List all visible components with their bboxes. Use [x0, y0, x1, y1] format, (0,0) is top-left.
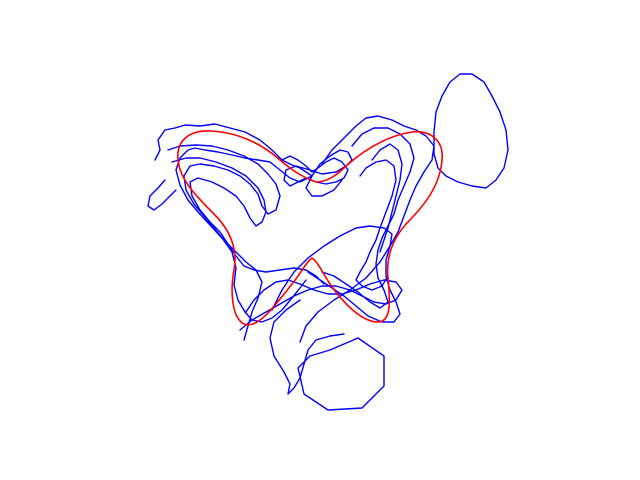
blue-trajectory-left-outer	[154, 123, 313, 323]
blue-trajectory-right-outer	[307, 115, 435, 323]
blue-trajectory-bottom-loop	[269, 299, 345, 395]
red-reference-curve	[177, 130, 443, 326]
blue-trajectory-left-loop	[171, 157, 325, 285]
blue-trajectory-left-bump	[147, 179, 177, 211]
blue-trajectory-left-inner	[167, 144, 281, 341]
blue-trajectory-lower-tangle	[239, 279, 403, 331]
blue-trajectory-right-inner	[321, 127, 415, 309]
blue-trajectory-bottom-polygon	[297, 337, 385, 411]
blue-trajectories	[147, 73, 509, 411]
blue-trajectory-right-streaks-2	[371, 143, 403, 253]
blue-trajectory-right-streaks	[355, 159, 397, 291]
blue-trajectory-center-knot	[281, 149, 353, 197]
blue-trajectory-big-loop	[271, 225, 393, 343]
blue-trajectory-right-lobe	[433, 73, 509, 189]
